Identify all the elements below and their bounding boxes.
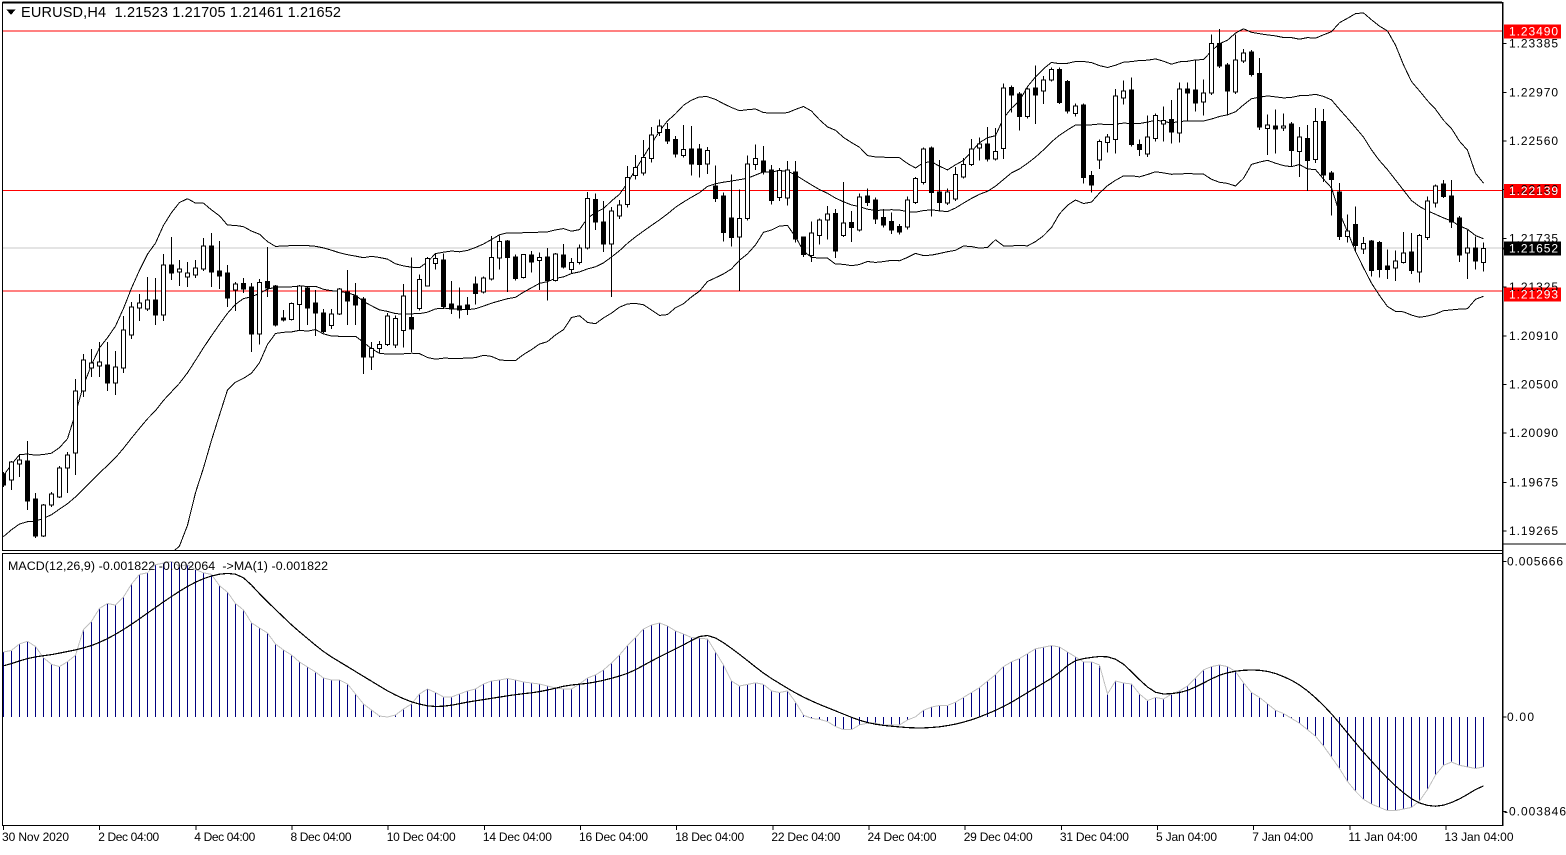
svg-text:24 Dec 04:00: 24 Dec 04:00 bbox=[868, 830, 937, 844]
svg-text:11 Jan 04:00: 11 Jan 04:00 bbox=[1348, 830, 1417, 844]
svg-text:30 Nov 2020: 30 Nov 2020 bbox=[2, 830, 69, 844]
svg-text:13 Jan 04:00: 13 Jan 04:00 bbox=[1445, 830, 1514, 844]
svg-text:18 Dec 04:00: 18 Dec 04:00 bbox=[675, 830, 744, 844]
svg-text:1.20500: 1.20500 bbox=[1509, 378, 1558, 392]
svg-text:1.21293: 1.21293 bbox=[1509, 287, 1558, 301]
svg-text:1.21735: 1.21735 bbox=[1509, 232, 1558, 246]
svg-text:EURUSD,H4 1.21523 1.21705 1.2: EURUSD,H4 1.21523 1.21705 1.21461 1.2165… bbox=[21, 5, 341, 21]
svg-text:1.23385: 1.23385 bbox=[1509, 36, 1558, 50]
svg-text:1.19265: 1.19265 bbox=[1509, 524, 1558, 538]
svg-text:MACD(12,26,9) -0.001822 -0.002: MACD(12,26,9) -0.001822 -0.002064 ->MA(1… bbox=[8, 559, 328, 573]
svg-text:1.23490: 1.23490 bbox=[1509, 25, 1558, 39]
svg-text:1.21325: 1.21325 bbox=[1509, 280, 1558, 294]
svg-text:14 Dec 04:00: 14 Dec 04:00 bbox=[483, 830, 552, 844]
svg-text:0.00: 0.00 bbox=[1507, 710, 1534, 724]
svg-text:2 Dec 04:00: 2 Dec 04:00 bbox=[98, 830, 159, 844]
svg-text:1.22150: 1.22150 bbox=[1509, 183, 1558, 197]
svg-text:7 Jan 04:00: 7 Jan 04:00 bbox=[1252, 830, 1313, 844]
svg-text:4 Dec 04:00: 4 Dec 04:00 bbox=[194, 830, 255, 844]
svg-text:0.005666: 0.005666 bbox=[1507, 554, 1563, 568]
svg-text:8 Dec 04:00: 8 Dec 04:00 bbox=[291, 830, 352, 844]
svg-text:5 Jan 04:00: 5 Jan 04:00 bbox=[1156, 830, 1217, 844]
svg-text:16 Dec 04:00: 16 Dec 04:00 bbox=[579, 830, 648, 844]
svg-text:1.21652: 1.21652 bbox=[1509, 242, 1558, 256]
svg-text:1.19675: 1.19675 bbox=[1509, 475, 1558, 489]
svg-text:1.22139: 1.22139 bbox=[1509, 184, 1558, 198]
svg-text:1.20090: 1.20090 bbox=[1509, 426, 1558, 440]
svg-text:1.22560: 1.22560 bbox=[1509, 134, 1558, 148]
svg-text:22 Dec 04:00: 22 Dec 04:00 bbox=[771, 830, 840, 844]
svg-text:10 Dec 04:00: 10 Dec 04:00 bbox=[387, 830, 456, 844]
svg-text:1.20910: 1.20910 bbox=[1509, 329, 1558, 343]
svg-text:29 Dec 04:00: 29 Dec 04:00 bbox=[964, 830, 1033, 844]
svg-text:31 Dec 04:00: 31 Dec 04:00 bbox=[1060, 830, 1129, 844]
svg-text:1.22970: 1.22970 bbox=[1509, 86, 1558, 100]
svg-text:-0.003846: -0.003846 bbox=[1504, 805, 1566, 819]
